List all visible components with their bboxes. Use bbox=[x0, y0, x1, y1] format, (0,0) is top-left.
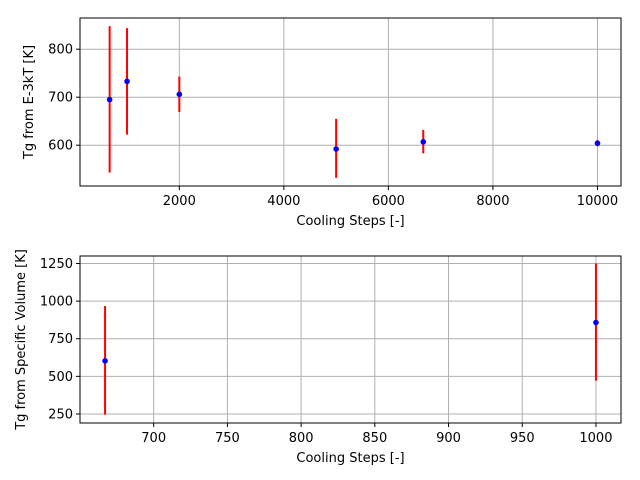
x-tick-label: 8000 bbox=[476, 194, 509, 209]
y-axis-label: Tg from E-3kT [K] bbox=[22, 45, 37, 160]
data-point bbox=[176, 91, 183, 98]
data-point bbox=[333, 146, 339, 152]
x-axis-label: Cooling Steps [-] bbox=[296, 451, 404, 466]
data-point bbox=[124, 78, 130, 85]
y-axis-label: Tg from Specific Volume [K] bbox=[14, 249, 29, 431]
x-axis-label: Cooling Steps [-] bbox=[296, 214, 404, 229]
y-tick-label: 800 bbox=[48, 43, 73, 58]
x-tick-label: 700 bbox=[141, 431, 166, 446]
y-tick-label: 250 bbox=[48, 407, 73, 422]
x-tick-label: 900 bbox=[436, 431, 461, 446]
plot-frame bbox=[79, 17, 622, 187]
subplot-1: 2000 4000 6000 8000 10000 600 700 800 Cooling St… bbox=[22, 17, 622, 229]
y-tick-label: 700 bbox=[48, 91, 73, 106]
x-tick-label: 6000 bbox=[372, 194, 405, 209]
y-tick-label: 500 bbox=[48, 370, 73, 385]
x-tick-label: 2000 bbox=[163, 194, 196, 209]
data-point bbox=[102, 358, 108, 364]
x-tick-label: 1000 bbox=[579, 431, 612, 446]
y-tick-label: 750 bbox=[48, 332, 73, 347]
plot-frame bbox=[79, 255, 622, 424]
data-point bbox=[420, 139, 427, 145]
x-tick-label: 950 bbox=[510, 431, 535, 446]
x-tick-label: 850 bbox=[362, 431, 387, 446]
y-tick-label: 600 bbox=[48, 139, 73, 154]
data-point bbox=[594, 140, 601, 147]
y-tick-label: 1250 bbox=[40, 257, 73, 272]
x-tick-label: 800 bbox=[289, 431, 314, 446]
x-tick-label: 10000 bbox=[577, 194, 618, 209]
y-tick-label: 1000 bbox=[40, 295, 73, 310]
data-point bbox=[593, 319, 599, 326]
subplot-2: 700 750 800 850 900 950 1000 250 500 750 1000 1250 C… bbox=[14, 249, 622, 466]
data-point bbox=[106, 96, 113, 103]
x-tick-label: 750 bbox=[215, 431, 240, 446]
x-tick-label: 4000 bbox=[267, 194, 300, 209]
